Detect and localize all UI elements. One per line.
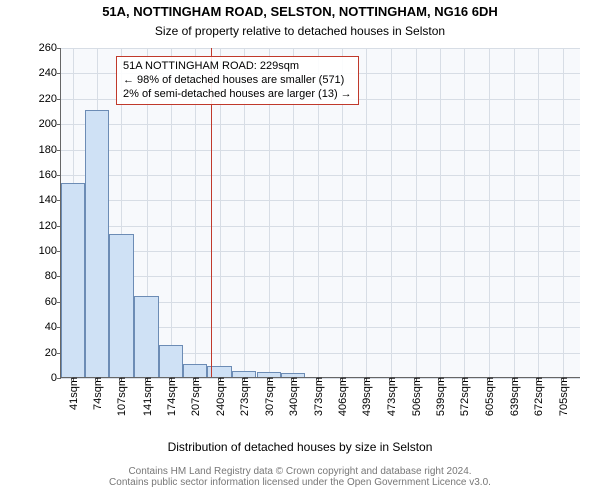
gridline-v [464,48,465,377]
gridline-h [61,251,580,252]
ytick-label: 100 [39,245,61,257]
xtick-label: 639sqm [507,377,521,416]
gridline-h [61,124,580,125]
xtick-label: 273sqm [237,377,251,416]
gridline-v [563,48,564,377]
xtick-label: 539sqm [433,377,447,416]
histogram-bar [61,183,85,377]
callout-line: 51A NOTTINGHAM ROAD: 229sqm [123,60,352,74]
xtick-label: 141sqm [140,377,154,416]
gridline-h [61,276,580,277]
ytick-label: 120 [39,220,61,232]
ytick-label: 20 [45,347,61,359]
footer-attribution: Contains HM Land Registry data © Crown c… [0,466,600,488]
chart-subtitle: Size of property relative to detached ho… [0,24,600,38]
histogram-bar [183,364,207,377]
xtick-label: 41sqm [66,377,80,410]
histogram-bar [85,110,109,377]
xtick-label: 705sqm [556,377,570,416]
ytick-label: 200 [39,118,61,130]
histogram-bar [232,371,256,377]
xtick-label: 506sqm [409,377,423,416]
gridline-h [61,200,580,201]
histogram-bar [257,372,281,377]
ytick-label: 220 [39,93,61,105]
gridline-h [61,175,580,176]
ytick-label: 260 [39,42,61,54]
ytick-label: 0 [51,372,61,384]
xtick-label: 174sqm [164,377,178,416]
chart-title: 51A, NOTTINGHAM ROAD, SELSTON, NOTTINGHA… [0,4,600,19]
ytick-label: 60 [45,296,61,308]
gridline-v [366,48,367,377]
gridline-v [489,48,490,377]
histogram-bar [281,373,305,377]
callout-line: 2% of semi-detached houses are larger (1… [123,88,352,102]
footer-line2: Contains public sector information licen… [0,477,600,488]
callout-box: 51A NOTTINGHAM ROAD: 229sqm← 98% of deta… [116,56,359,105]
gridline-v [391,48,392,377]
xtick-label: 406sqm [335,377,349,416]
gridline-h [61,48,580,49]
ytick-label: 40 [45,321,61,333]
gridline-v [538,48,539,377]
footer-line1: Contains HM Land Registry data © Crown c… [0,466,600,477]
xtick-label: 307sqm [262,377,276,416]
gridline-v [440,48,441,377]
plot-area: 02040608010012014016018020022024026041sq… [60,48,580,378]
gridline-h [61,226,580,227]
gridline-v [514,48,515,377]
xtick-label: 340sqm [286,377,300,416]
ytick-label: 140 [39,194,61,206]
gridline-v [416,48,417,377]
histogram-bar [109,234,133,377]
histogram-bar [134,296,158,377]
xtick-label: 473sqm [384,377,398,416]
xtick-label: 373sqm [311,377,325,416]
xtick-label: 107sqm [114,377,128,416]
ytick-label: 180 [39,144,61,156]
xtick-label: 240sqm [213,377,227,416]
callout-line: ← 98% of detached houses are smaller (57… [123,74,352,88]
histogram-chart: 51A, NOTTINGHAM ROAD, SELSTON, NOTTINGHA… [0,0,600,500]
ytick-label: 80 [45,270,61,282]
xtick-label: 672sqm [531,377,545,416]
xtick-label: 74sqm [90,377,104,410]
x-axis-label: Distribution of detached houses by size … [0,440,600,454]
gridline-h [61,150,580,151]
ytick-label: 160 [39,169,61,181]
xtick-label: 605sqm [482,377,496,416]
ytick-label: 240 [39,67,61,79]
xtick-label: 207sqm [188,377,202,416]
xtick-label: 439sqm [359,377,373,416]
xtick-label: 572sqm [457,377,471,416]
histogram-bar [159,345,183,377]
